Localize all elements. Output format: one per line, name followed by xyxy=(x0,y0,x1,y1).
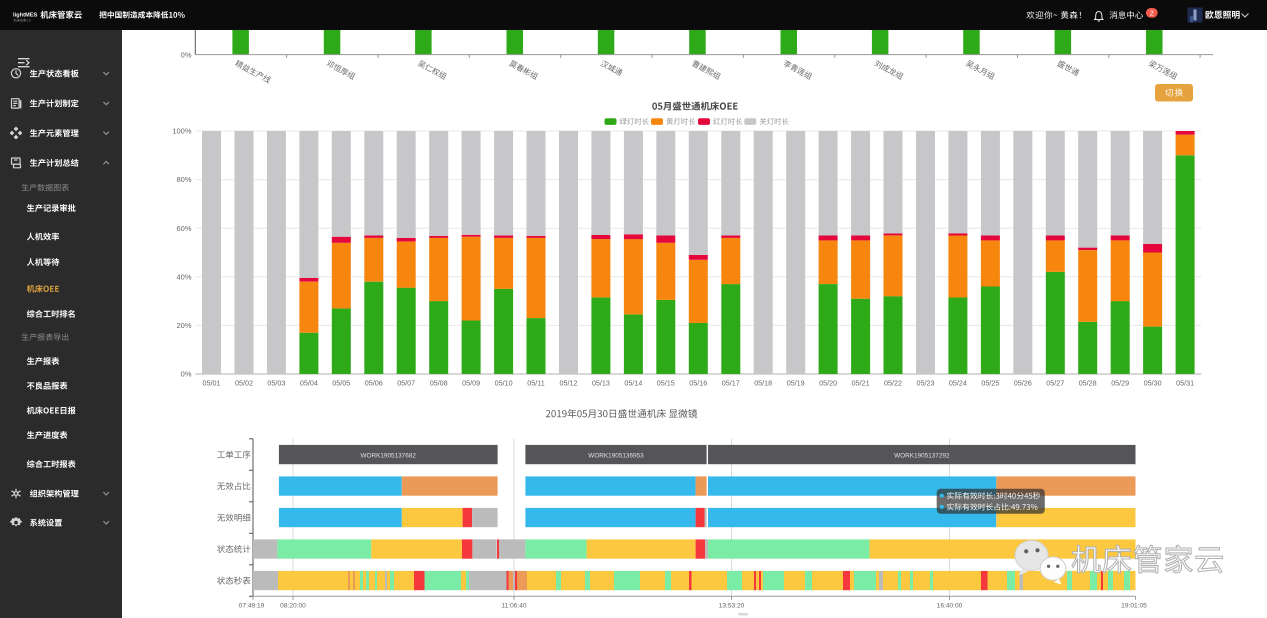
svg-text:05/18: 05/18 xyxy=(754,379,772,388)
svg-text:lightMES: lightMES xyxy=(13,12,38,18)
svg-text:05/09: 05/09 xyxy=(462,379,480,388)
svg-text:05/20: 05/20 xyxy=(819,379,837,388)
svg-text:05/16: 05/16 xyxy=(689,379,707,388)
svg-text:05/13: 05/13 xyxy=(592,379,610,388)
svg-text:05/14: 05/14 xyxy=(624,379,642,388)
svg-text:11:06:40: 11:06:40 xyxy=(501,603,527,610)
svg-text:05/06: 05/06 xyxy=(365,379,383,388)
svg-text:05/04: 05/04 xyxy=(300,379,318,388)
svg-text:05/12: 05/12 xyxy=(560,379,578,388)
svg-text:05/07: 05/07 xyxy=(397,379,415,388)
svg-text:20%: 20% xyxy=(176,321,191,330)
svg-text:16:40:00: 16:40:00 xyxy=(937,603,963,610)
svg-text:80%: 80% xyxy=(176,175,191,184)
svg-text:05/08: 05/08 xyxy=(430,379,448,388)
svg-text:2: 2 xyxy=(1150,9,1154,18)
svg-text:05/22: 05/22 xyxy=(884,379,902,388)
svg-text:05/23: 05/23 xyxy=(917,379,935,388)
svg-text:0%: 0% xyxy=(181,50,192,59)
svg-text:05/01: 05/01 xyxy=(203,379,221,388)
svg-text:05/30: 05/30 xyxy=(1144,379,1162,388)
svg-text:05/15: 05/15 xyxy=(657,379,675,388)
svg-text:05/03: 05/03 xyxy=(267,379,285,388)
svg-text:08:20:00: 08:20:00 xyxy=(280,603,306,610)
svg-text:WORK1905137292: WORK1905137292 xyxy=(894,452,950,459)
svg-text:05/05: 05/05 xyxy=(332,379,350,388)
svg-text:05/10: 05/10 xyxy=(495,379,513,388)
svg-text:13:53:20: 13:53:20 xyxy=(719,603,745,610)
svg-text:05/02: 05/02 xyxy=(235,379,253,388)
svg-text:0%: 0% xyxy=(181,370,192,379)
svg-text:100%: 100% xyxy=(172,127,192,136)
svg-text:WORK1905137682: WORK1905137682 xyxy=(360,452,416,459)
svg-text:05/26: 05/26 xyxy=(1014,379,1032,388)
svg-text:40%: 40% xyxy=(176,272,191,281)
svg-text:19:01:05: 19:01:05 xyxy=(1121,603,1147,610)
svg-text:07:49:19: 07:49:19 xyxy=(239,603,265,610)
svg-text:05/25: 05/25 xyxy=(981,379,999,388)
svg-text:05/31: 05/31 xyxy=(1176,379,1194,388)
svg-text:WORK1905136953: WORK1905136953 xyxy=(588,452,644,459)
svg-text:05/11: 05/11 xyxy=(527,379,544,388)
svg-text:05/27: 05/27 xyxy=(1046,379,1064,388)
svg-text:60%: 60% xyxy=(176,224,191,233)
svg-text:05/19: 05/19 xyxy=(787,379,805,388)
svg-text:05/28: 05/28 xyxy=(1079,379,1097,388)
svg-text:05/21: 05/21 xyxy=(852,379,870,388)
svg-text:05/29: 05/29 xyxy=(1111,379,1129,388)
svg-text:05/24: 05/24 xyxy=(949,379,967,388)
svg-text:05/17: 05/17 xyxy=(722,379,740,388)
